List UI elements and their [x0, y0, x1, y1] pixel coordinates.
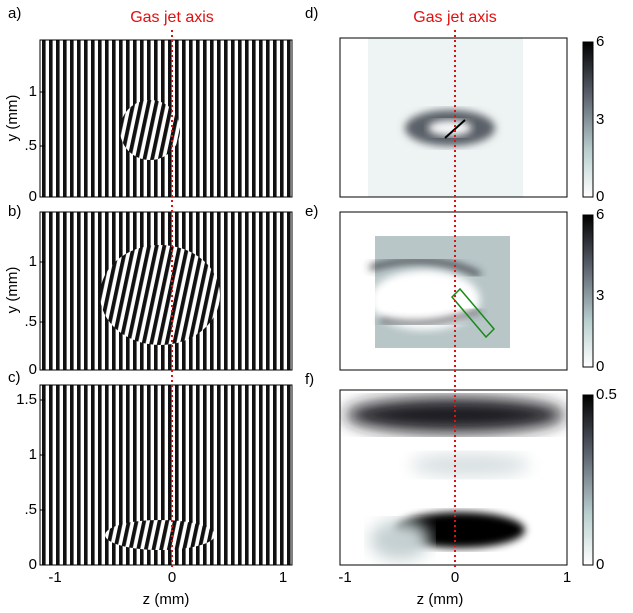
y-tick-label: .5: [24, 501, 37, 518]
x-tick-label: -1: [338, 569, 351, 586]
y-tick-label: 1: [29, 253, 37, 270]
fringe-distortion: [100, 245, 220, 345]
panel-label: a): [8, 5, 21, 22]
y-axis-label: y (mm): [4, 95, 21, 142]
fringe-distortion: [105, 520, 215, 550]
x-tick-label: 1: [279, 569, 287, 586]
y-tick-label: .5: [24, 313, 37, 330]
axis-title: Gas jet axis: [130, 9, 214, 26]
panel-label: d): [305, 5, 318, 22]
x-axis-label: z (mm): [143, 591, 190, 608]
colorbar-tick-label: 0: [596, 358, 604, 375]
y-tick-label: 0: [29, 361, 37, 378]
y-tick-label: 1: [29, 446, 37, 463]
panel-label: f): [305, 371, 314, 388]
y-axis-label: y (mm): [4, 267, 21, 314]
y-tick-label: 0: [29, 556, 37, 573]
phase-map: [340, 38, 567, 197]
colorbar-tick-label: 6: [596, 206, 604, 223]
panel-label: e): [305, 203, 318, 220]
colorbar-tick-label: 0.5: [596, 386, 617, 403]
panel-label: b): [8, 203, 21, 220]
colorbar-tick-label: 0: [596, 188, 604, 205]
axis-title: Gas jet axis: [413, 9, 497, 26]
colorbars: [583, 42, 593, 565]
x-tick-label: 0: [451, 569, 459, 586]
y-tick-label: .5: [24, 137, 37, 154]
colorbar-tick-label: 3: [596, 287, 604, 304]
x-axis-label: z (mm): [417, 591, 464, 608]
y-tick-label: 0: [29, 188, 37, 205]
y-tick-label: 1: [29, 83, 37, 100]
x-tick-label: 1: [563, 569, 571, 586]
x-tick-label: -1: [48, 569, 61, 586]
colorbar-tick-label: 6: [596, 33, 604, 50]
phase-map: [340, 390, 567, 565]
colorbar-tick-label: 0: [596, 556, 604, 573]
x-tick-label: 0: [168, 569, 176, 586]
phase-map: [340, 212, 567, 370]
panel-label: c): [8, 369, 21, 386]
y-tick-label: 1.5: [16, 391, 37, 408]
figure: Gas jet axis Gas jet axis a)y (mm)0.51b)…: [0, 0, 633, 608]
colorbar-tick-label: 3: [596, 111, 604, 128]
